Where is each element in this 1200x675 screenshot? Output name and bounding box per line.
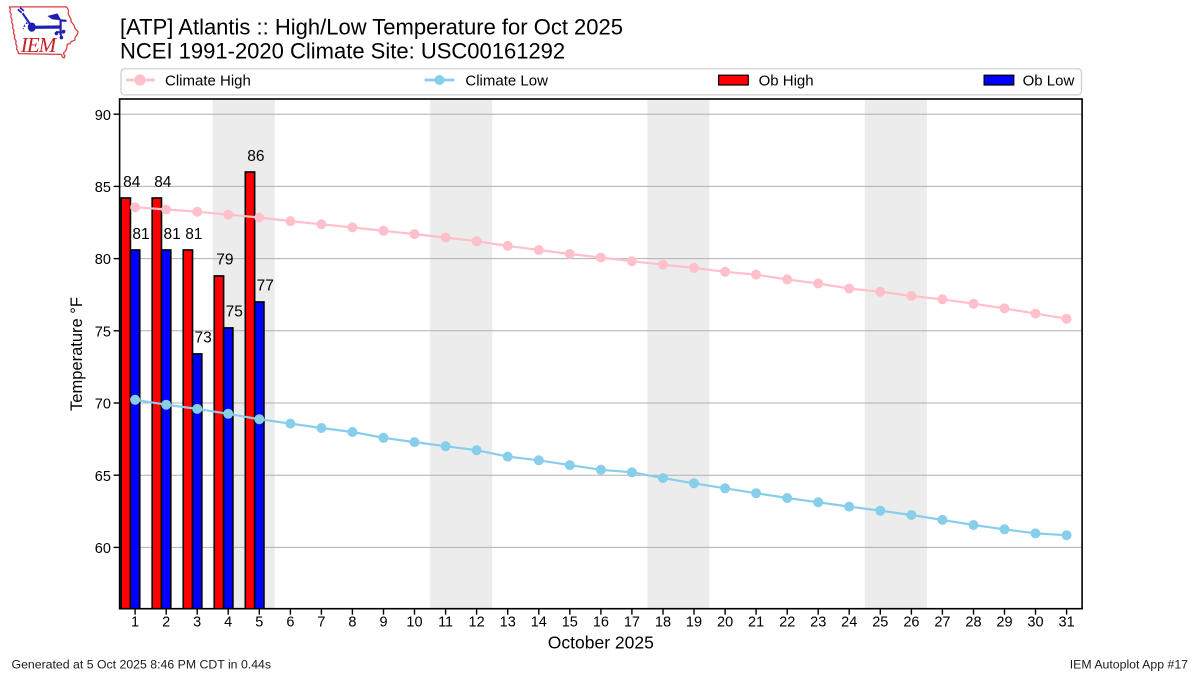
svg-text:20: 20	[717, 615, 733, 631]
svg-text:8: 8	[348, 615, 356, 631]
svg-text:NCEI 1991-2020 Climate Site: U: NCEI 1991-2020 Climate Site: USC00161292	[120, 39, 565, 64]
svg-text:81: 81	[132, 226, 149, 243]
svg-text:65: 65	[95, 469, 111, 485]
svg-text:3: 3	[193, 615, 201, 631]
svg-text:24: 24	[841, 615, 857, 631]
svg-text:86: 86	[247, 148, 264, 165]
svg-text:31: 31	[1059, 615, 1075, 631]
svg-text:2: 2	[162, 615, 170, 631]
svg-text:[ATP] Atlantis :: High/Low Tem: [ATP] Atlantis :: High/Low Temperature f…	[120, 15, 623, 40]
svg-text:Temperature °F: Temperature °F	[68, 297, 86, 411]
svg-text:60: 60	[95, 541, 111, 557]
svg-text:26: 26	[903, 615, 919, 631]
svg-text:IEM: IEM	[20, 33, 58, 57]
svg-text:84: 84	[154, 174, 172, 191]
svg-text:90: 90	[95, 108, 111, 124]
svg-text:81: 81	[164, 226, 181, 243]
svg-text:Ob Low: Ob Low	[1023, 72, 1075, 89]
svg-text:October 2025: October 2025	[548, 633, 654, 653]
svg-text:84: 84	[123, 174, 141, 191]
svg-text:28: 28	[965, 615, 981, 631]
svg-text:18: 18	[655, 615, 671, 631]
svg-text:75: 75	[95, 324, 111, 340]
svg-text:17: 17	[624, 615, 640, 631]
svg-text:9: 9	[379, 615, 387, 631]
svg-text:79: 79	[216, 252, 233, 269]
svg-text:4: 4	[224, 615, 232, 631]
svg-text:29: 29	[996, 615, 1012, 631]
svg-text:Generated at 5 Oct 2025 8:46 P: Generated at 5 Oct 2025 8:46 PM CDT in 0…	[12, 657, 272, 671]
svg-text:81: 81	[185, 226, 202, 243]
svg-text:1: 1	[131, 615, 139, 631]
svg-text:85: 85	[95, 180, 111, 196]
svg-text:IEM Autoplot App #17: IEM Autoplot App #17	[1070, 657, 1188, 671]
svg-text:Climate Low: Climate Low	[465, 72, 548, 89]
svg-text:10: 10	[406, 615, 422, 631]
svg-text:70: 70	[95, 397, 111, 413]
svg-text:21: 21	[748, 615, 764, 631]
svg-text:19: 19	[686, 615, 702, 631]
svg-text:16: 16	[593, 615, 609, 631]
svg-text:30: 30	[1027, 615, 1043, 631]
svg-text:7: 7	[317, 615, 325, 631]
svg-text:73: 73	[195, 330, 212, 347]
svg-text:77: 77	[257, 278, 274, 295]
svg-text:80: 80	[95, 252, 111, 268]
svg-text:23: 23	[810, 615, 826, 631]
svg-text:Ob High: Ob High	[759, 72, 814, 89]
svg-text:14: 14	[531, 615, 547, 631]
svg-text:12: 12	[469, 615, 485, 631]
svg-text:75: 75	[226, 304, 243, 321]
svg-text:13: 13	[500, 615, 516, 631]
svg-text:5: 5	[255, 615, 263, 631]
svg-text:15: 15	[562, 615, 578, 631]
svg-text:27: 27	[934, 615, 950, 631]
svg-text:22: 22	[779, 615, 795, 631]
svg-text:25: 25	[872, 615, 888, 631]
svg-text:6: 6	[286, 615, 294, 631]
svg-text:Climate High: Climate High	[165, 72, 251, 89]
svg-text:11: 11	[438, 615, 453, 631]
